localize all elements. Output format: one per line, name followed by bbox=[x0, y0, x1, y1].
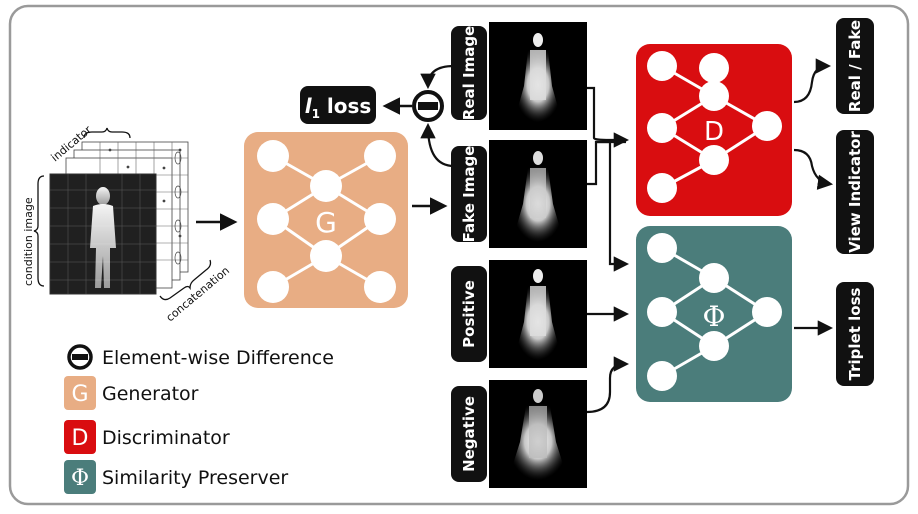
negative-label: Negative bbox=[460, 396, 478, 472]
real-fake-tag: Real / Fake bbox=[836, 18, 874, 114]
l1-loss-l: l bbox=[305, 94, 313, 118]
real-image-tag: Real Image bbox=[451, 26, 487, 120]
legend: Element-wise Difference G Generator D Di… bbox=[64, 344, 334, 494]
generator-box bbox=[244, 132, 408, 308]
legend-preserver-symbol: Φ bbox=[71, 466, 89, 491]
negative-thumbnail bbox=[489, 380, 587, 488]
fake-image-thumbnail bbox=[489, 140, 587, 248]
arrow-d-to-realfake bbox=[793, 58, 832, 104]
similarity-preserver-network: Φ bbox=[636, 226, 792, 402]
condition-image-label: condition image bbox=[22, 197, 35, 286]
arrow-fake-to-diff bbox=[420, 122, 455, 168]
view-indicator-tag: View Indicator bbox=[836, 130, 874, 254]
arrow-real-to-diff bbox=[420, 64, 455, 90]
legend-discriminator-symbol: D bbox=[72, 426, 89, 451]
svg-text:l1 loss: l1 loss bbox=[305, 94, 372, 121]
condition-stack: indicator condition image concatenation bbox=[22, 123, 232, 324]
legend-preserver-text: Similarity Preserver bbox=[102, 467, 288, 489]
triplet-loss-label: Triplet loss bbox=[846, 287, 864, 380]
discriminator-symbol: D bbox=[704, 117, 724, 147]
legend-generator-symbol: G bbox=[71, 382, 88, 407]
real-fake-label: Real / Fake bbox=[846, 20, 864, 112]
discriminator-network: D bbox=[636, 44, 792, 216]
triplet-loss-tag: Triplet loss bbox=[836, 282, 874, 386]
legend-discriminator-text: Discriminator bbox=[102, 427, 230, 449]
generator-symbol: G bbox=[315, 206, 337, 239]
l1-loss-word: loss bbox=[320, 94, 371, 118]
negative-tag: Negative bbox=[451, 386, 487, 482]
legend-difference-text: Element-wise Difference bbox=[102, 347, 334, 369]
real-image-label: Real Image bbox=[460, 26, 478, 120]
element-wise-difference-node bbox=[412, 90, 444, 122]
preserver-symbol: Φ bbox=[703, 300, 726, 333]
generator-network: G bbox=[244, 132, 408, 308]
preserver-box bbox=[636, 226, 792, 402]
discriminator-box bbox=[636, 44, 792, 216]
fake-image-tag: Fake Image bbox=[451, 146, 487, 243]
real-image-thumbnail bbox=[489, 22, 587, 130]
legend-item-difference: Element-wise Difference bbox=[67, 344, 334, 370]
positive-label: Positive bbox=[460, 280, 478, 348]
fake-image-label: Fake Image bbox=[460, 146, 478, 243]
flow-connectors bbox=[586, 86, 630, 414]
arrow-d-to-view bbox=[793, 148, 834, 190]
legend-item-generator: G Generator bbox=[64, 376, 199, 410]
l1-loss-subscript: 1 bbox=[312, 107, 320, 121]
view-indicator-label: View Indicator bbox=[846, 131, 864, 253]
positive-thumbnail bbox=[489, 260, 587, 368]
legend-item-discriminator: D Discriminator bbox=[64, 420, 230, 454]
legend-item-preserver: Φ Similarity Preserver bbox=[64, 460, 288, 494]
l1-loss-box: l1 loss bbox=[300, 86, 376, 124]
positive-tag: Positive bbox=[451, 266, 487, 362]
legend-generator-text: Generator bbox=[102, 383, 199, 405]
